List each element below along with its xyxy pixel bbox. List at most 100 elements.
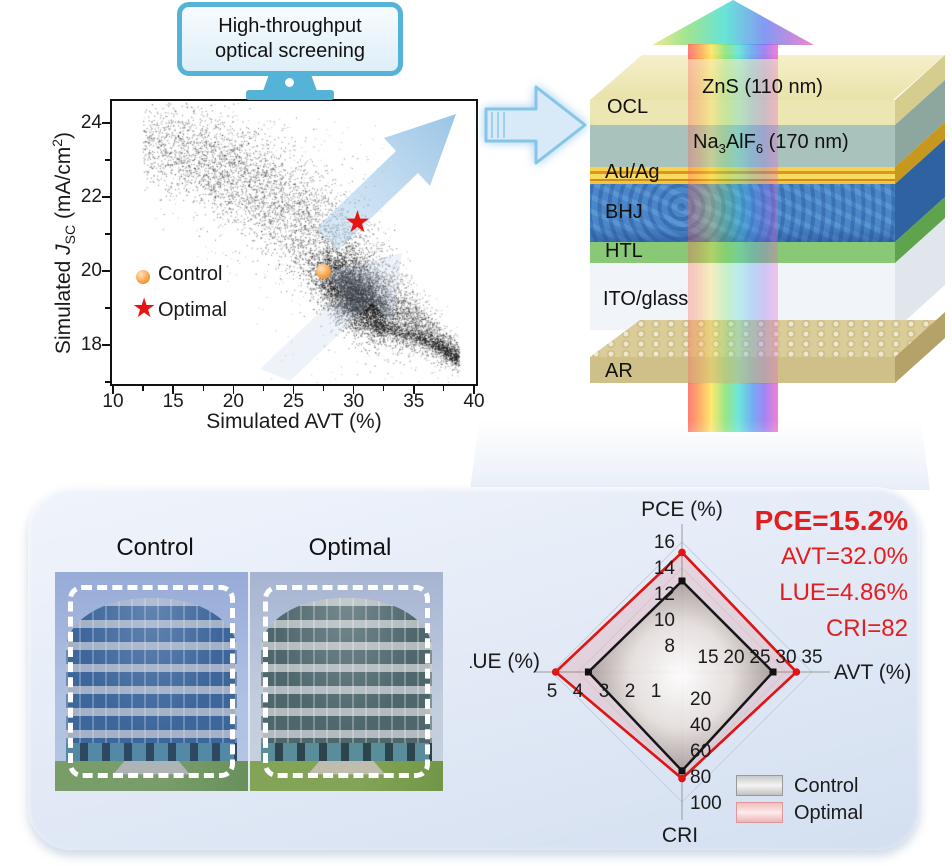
metric-pce: PCE=15.2% bbox=[754, 505, 908, 536]
radar-tick-cri: 80 bbox=[690, 767, 711, 788]
x-major-tick bbox=[352, 386, 355, 394]
legend-control-label: Control bbox=[158, 263, 223, 285]
x-minor-tick bbox=[142, 386, 144, 391]
radar-tick-avt: 15 bbox=[697, 647, 718, 668]
legend-control-marker bbox=[136, 270, 150, 284]
x-major-tick bbox=[413, 386, 415, 394]
radar-tick-lue: 5 bbox=[547, 681, 558, 702]
radar-tick-pce: 12 bbox=[654, 584, 675, 605]
x-minor-tick bbox=[383, 386, 385, 391]
y-minor-tick bbox=[105, 233, 110, 235]
legend-optimal-label: Optimal bbox=[158, 299, 227, 321]
label-zns: ZnS (110 nm) bbox=[702, 76, 823, 98]
radar-tick-cri: 100 bbox=[690, 793, 722, 814]
layer-auag bbox=[590, 167, 895, 184]
radar-axis-title-cri: CRI bbox=[662, 824, 698, 847]
x-minor-tick bbox=[322, 386, 325, 391]
building-entrance bbox=[66, 743, 237, 763]
x-tick-label: 40 bbox=[463, 391, 485, 412]
label-htl: HTL bbox=[605, 240, 643, 262]
metric-lue: LUE=4.86% bbox=[779, 579, 908, 606]
radar-tick-cri: 40 bbox=[690, 715, 711, 736]
building-photo-optimal bbox=[250, 572, 443, 791]
x-major-tick bbox=[232, 386, 235, 394]
radar-control-polygon bbox=[586, 579, 775, 773]
label-ar: AR bbox=[605, 360, 633, 382]
label-bhj: BHJ bbox=[605, 201, 643, 223]
layer-ito-glass bbox=[590, 263, 895, 330]
radar-tick-pce: 16 bbox=[654, 532, 675, 553]
x-tick-label: 15 bbox=[162, 391, 184, 412]
x-major-tick bbox=[112, 386, 114, 394]
label-ito-glass: ITO/glass bbox=[603, 288, 689, 310]
light-beam-top bbox=[688, 44, 778, 59]
screening-monitor: High-throughput optical screening bbox=[177, 2, 403, 76]
metric-avt: AVT=32.0% bbox=[781, 543, 908, 570]
x-minor-tick bbox=[443, 386, 445, 391]
y-minor-tick bbox=[105, 159, 110, 161]
radar-tick-pce: 8 bbox=[664, 636, 675, 657]
metric-cri: CRI=82 bbox=[825, 615, 908, 642]
radar-optimal-vertex bbox=[678, 548, 686, 557]
layer-ar-top-face bbox=[590, 320, 945, 357]
label-ocl: OCL bbox=[607, 96, 649, 118]
x-minor-tick bbox=[202, 386, 204, 391]
trend-arrow-faint bbox=[260, 253, 402, 381]
radar-tick-pce: 14 bbox=[654, 558, 676, 579]
light-out-arrow-icon bbox=[652, 0, 814, 45]
y-tick-label: 18 bbox=[80, 334, 102, 355]
radar-tick-avt: 35 bbox=[801, 647, 822, 668]
radar-legend-optimal-label: Optimal bbox=[794, 802, 863, 824]
layer-zns bbox=[590, 100, 895, 125]
radar-control-vertex bbox=[678, 767, 686, 775]
radar-legend-control-swatch bbox=[736, 775, 783, 796]
radar-control-vertex bbox=[769, 668, 777, 676]
layer-ar bbox=[590, 357, 895, 383]
x-tick-label: 35 bbox=[403, 391, 425, 412]
legend-optimal-marker: ★ bbox=[132, 293, 157, 323]
photo-label-control: Control bbox=[116, 534, 194, 561]
radar-axis-title-avt: AVT (%) bbox=[834, 661, 911, 684]
layer-bhj bbox=[590, 184, 895, 242]
radar-tick-lue: 2 bbox=[625, 681, 636, 702]
flow-right-arrow-icon bbox=[484, 85, 587, 165]
radar-tick-cri: 60 bbox=[690, 741, 711, 762]
y-major-tick bbox=[102, 344, 110, 346]
label-na3alf6: Na3AlF6 (170 nm) bbox=[693, 131, 849, 156]
window-region-dashed-outline bbox=[68, 585, 235, 778]
y-major-tick bbox=[102, 196, 110, 198]
layer-na3alf6 bbox=[590, 125, 895, 167]
monitor-stand-dot bbox=[285, 78, 294, 87]
y-minor-tick bbox=[105, 381, 110, 383]
x-major-tick bbox=[292, 386, 295, 394]
scatter-control-marker bbox=[316, 264, 331, 279]
results-panel: Control Optimal 8 10 12 14 16 PCE (%) 15 20 25 30… bbox=[28, 487, 920, 850]
x-major-tick bbox=[172, 386, 174, 394]
flow-funnel bbox=[470, 420, 930, 490]
building-illustration bbox=[66, 598, 237, 759]
radar-optimal-vertex bbox=[792, 668, 801, 676]
scatter-x-axis-label: Simulated AVT (%) bbox=[206, 410, 382, 433]
monitor-stand-base bbox=[246, 90, 334, 100]
radar-optimal-vertex bbox=[678, 774, 686, 783]
x-tick-label: 20 bbox=[222, 391, 244, 412]
radar-tick-avt: 20 bbox=[723, 647, 744, 668]
label-auag: Au/Ag bbox=[605, 161, 660, 183]
radar-optimal-vertex bbox=[551, 668, 560, 676]
radar-control-vertex bbox=[678, 577, 686, 585]
x-major-tick bbox=[473, 386, 475, 394]
radar-legend-control-label: Control bbox=[794, 775, 859, 797]
y-tick-label: 20 bbox=[80, 260, 102, 281]
screening-title-line2: optical screening bbox=[214, 40, 366, 62]
window-region-dashed-outline bbox=[263, 585, 430, 778]
radar-tick-pce: 10 bbox=[654, 610, 675, 631]
light-beam-through-stack bbox=[688, 58, 778, 384]
radar-axis-title-lue: LUE (%) bbox=[470, 650, 540, 673]
scatter-optimal-marker: ★ bbox=[344, 206, 371, 239]
radar-tick-lue: 1 bbox=[651, 681, 662, 702]
x-tick-label: 25 bbox=[282, 391, 305, 412]
photo-label-optimal: Optimal bbox=[308, 534, 392, 561]
y-major-tick bbox=[102, 270, 110, 272]
